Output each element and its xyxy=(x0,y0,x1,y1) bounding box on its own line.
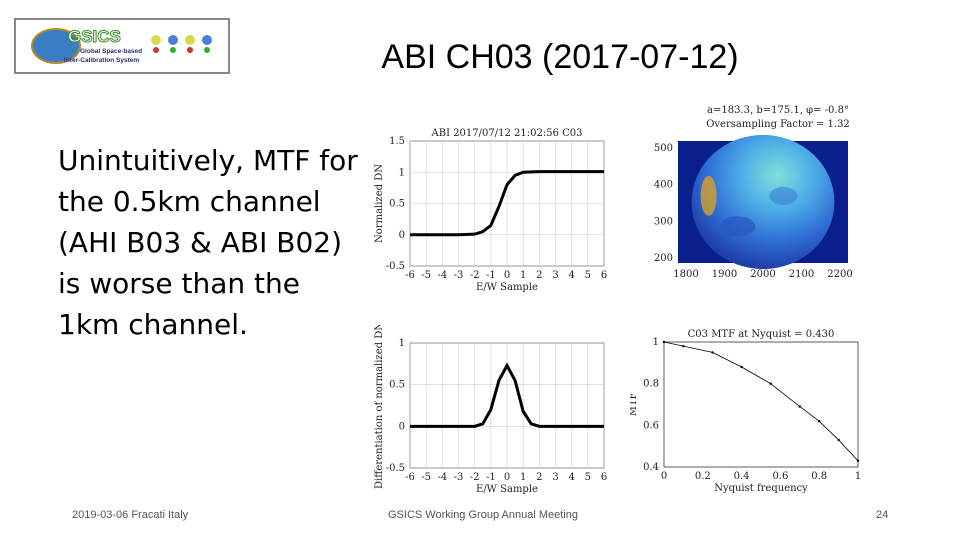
slide-title: ABI CH03 (2017-07-12) xyxy=(381,38,739,76)
moon-image-chart: a=183.3, b=175.1, φ= -0.8° Oversampling F… xyxy=(654,105,853,280)
y-tick-label: 1.5 xyxy=(389,136,405,147)
x-tick-label: 2 xyxy=(536,472,542,483)
moon-mare xyxy=(719,216,756,237)
moon-disc xyxy=(691,134,835,270)
x-tick-label: 1 xyxy=(520,270,526,281)
x-tick-label: 1800 xyxy=(673,269,698,280)
y-tick-label: 0 xyxy=(399,421,405,432)
y-tick-label: -0.5 xyxy=(386,463,405,474)
y-axis-label: Differentiation of normalized DN xyxy=(374,325,385,489)
page-number: 24 xyxy=(876,509,889,521)
logo-graphic: GSICS Global Space-based Inter-Calibrati… xyxy=(31,27,212,64)
x-tick-label: 0.4 xyxy=(734,471,750,482)
gsics-logo: GSICS Global Space-based Inter-Calibrati… xyxy=(14,18,230,74)
series-line xyxy=(410,170,604,237)
mtf-point xyxy=(662,340,666,344)
chart-title: ABI 2017/07/12 21:02:56 C03 xyxy=(431,128,583,139)
x-tick-label: 0 xyxy=(504,270,510,281)
mtf-point xyxy=(682,344,685,348)
x-tick-label: 0.6 xyxy=(772,471,788,482)
footer-date: 2019-03-06 Fracati Italy xyxy=(72,509,189,521)
y-tick-label: 0 xyxy=(399,230,405,241)
moon-title-line2: Oversampling Factor = 1.32 xyxy=(706,119,850,130)
y-tick-label: 1 xyxy=(653,337,659,348)
y-tick-label: 0.5 xyxy=(389,380,405,391)
x-tick-label: 6 xyxy=(601,270,607,281)
y-tick-label: 300 xyxy=(654,216,673,227)
y-axis-label: Normalized DN xyxy=(374,164,385,243)
x-axis-label: E/W Sample xyxy=(476,484,538,495)
mtf-point xyxy=(740,365,743,369)
y-axis-label: MTF xyxy=(630,393,639,417)
mtf-point xyxy=(711,351,714,354)
chart-title: C03 MTF at Nyquist = 0.430 xyxy=(688,329,835,340)
x-tick-label: 6 xyxy=(601,472,607,483)
body-text: Unintuitively, MTF for the 0.5km channel… xyxy=(58,144,358,341)
y-tick-label: 1 xyxy=(399,167,405,178)
x-tick-label: -1 xyxy=(486,270,496,281)
x-tick-label: -4 xyxy=(437,472,447,483)
logo-line2: Inter-Calibration System xyxy=(64,57,139,64)
mtf-point xyxy=(818,419,821,423)
y-tick-label: 0.4 xyxy=(643,462,659,473)
y-tick-label: 0.5 xyxy=(389,199,405,210)
mtf-point xyxy=(837,438,840,442)
x-tick-label: -5 xyxy=(421,472,431,483)
y-tick-label: 400 xyxy=(654,180,673,191)
y-tick-label: 200 xyxy=(654,253,673,264)
x-tick-label: -6 xyxy=(405,472,415,483)
x-tick-label: -2 xyxy=(470,472,480,483)
x-tick-label: 2200 xyxy=(827,269,852,280)
x-tick-label: 4 xyxy=(568,472,574,483)
x-tick-label: 1900 xyxy=(712,269,737,280)
x-tick-label: 2100 xyxy=(789,269,814,280)
x-tick-label: -2 xyxy=(470,270,480,281)
x-tick-label: 3 xyxy=(552,270,558,281)
y-tick-label: 0.6 xyxy=(643,420,659,431)
x-tick-label: -6 xyxy=(405,270,415,281)
x-tick-label: 2000 xyxy=(750,269,775,280)
series-line xyxy=(410,362,604,428)
satellite-icons xyxy=(151,35,212,53)
x-tick-label: 0.2 xyxy=(695,471,711,482)
mtf-chart: 0 0.2 0.4 0.6 0.8 1 0.4 0.6 0.8 1 C03 MTF at Nyqui… xyxy=(630,329,861,494)
x-tick-label: 0 xyxy=(661,471,667,482)
y-tick-label: -0.5 xyxy=(386,261,405,272)
y-tick-label: 500 xyxy=(654,143,673,154)
x-tick-label: 0.8 xyxy=(811,471,827,482)
x-tick-label: -4 xyxy=(437,270,447,281)
mtf-point xyxy=(856,459,860,462)
plot-frame xyxy=(663,341,859,468)
moon-limb-highlight xyxy=(700,175,717,216)
x-axis-label: Nyquist frequency xyxy=(714,483,808,494)
x-axis-label: E/W Sample xyxy=(476,282,538,293)
footer-meeting: GSICS Working Group Annual Meeting xyxy=(388,509,578,521)
x-tick-label: 3 xyxy=(552,472,558,483)
x-tick-label: -5 xyxy=(421,270,431,281)
logo-wordmark: GSICS xyxy=(68,27,121,46)
y-tick-label: 0.8 xyxy=(643,379,659,390)
x-tick-label: 1 xyxy=(520,472,526,483)
x-tick-label: 5 xyxy=(585,270,591,281)
x-tick-label: 1 xyxy=(855,471,861,482)
x-tick-label: -3 xyxy=(454,472,464,483)
x-tick-label: 4 xyxy=(568,270,574,281)
x-tick-label: 2 xyxy=(536,270,542,281)
logo-line1: Global Space-based xyxy=(80,48,142,55)
line-spread-chart: -6 -5 -4 -3 -2 -1 0 1 2 3 4 5 6-0.500.51E/W SampleDi… xyxy=(374,325,607,495)
moon-title-line1: a=183.3, b=175.1, φ= -0.8° xyxy=(707,105,849,116)
mtf-point xyxy=(769,382,772,385)
moon-mare xyxy=(769,186,798,205)
y-tick-label: 1 xyxy=(399,338,405,349)
x-tick-label: -3 xyxy=(454,270,464,281)
x-tick-label: -1 xyxy=(486,472,496,483)
mtf-point xyxy=(798,405,801,408)
x-tick-label: 0 xyxy=(504,472,510,483)
x-tick-label: 5 xyxy=(585,472,591,483)
